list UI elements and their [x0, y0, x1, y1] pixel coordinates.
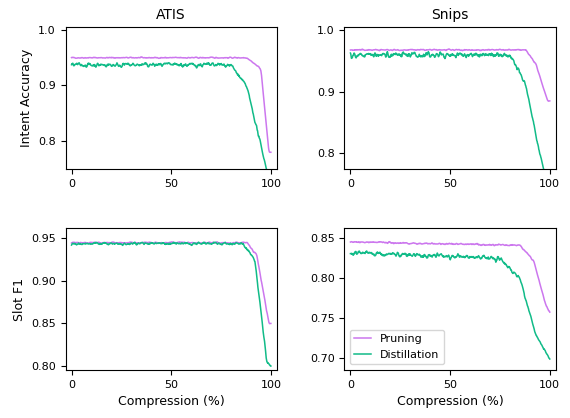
Pruning	[465, 242, 471, 247]
X-axis label: Compression (%): Compression (%)	[397, 395, 503, 408]
Pruning	[438, 242, 445, 247]
Distillation	[347, 251, 354, 256]
Distillation	[438, 251, 445, 256]
Title: ATIS: ATIS	[156, 8, 186, 22]
Distillation	[382, 252, 389, 257]
Y-axis label: Slot F1: Slot F1	[13, 278, 26, 321]
Line: Distillation: Distillation	[351, 251, 550, 359]
Distillation	[465, 255, 471, 260]
Title: Snips: Snips	[431, 8, 469, 22]
Distillation	[498, 256, 504, 261]
Distillation	[363, 249, 370, 254]
Distillation	[398, 252, 405, 257]
Pruning	[498, 242, 504, 247]
Pruning	[547, 310, 553, 315]
Pruning	[347, 240, 354, 245]
Pruning	[398, 241, 405, 246]
Pruning	[382, 240, 389, 245]
Distillation	[481, 253, 487, 258]
Pruning	[481, 242, 487, 247]
X-axis label: Compression (%): Compression (%)	[118, 395, 225, 408]
Distillation	[547, 357, 553, 362]
Pruning	[386, 239, 393, 244]
Y-axis label: Intent Accuracy: Intent Accuracy	[19, 49, 32, 147]
Legend: Pruning, Distillation: Pruning, Distillation	[350, 330, 444, 364]
Line: Pruning: Pruning	[351, 242, 550, 312]
